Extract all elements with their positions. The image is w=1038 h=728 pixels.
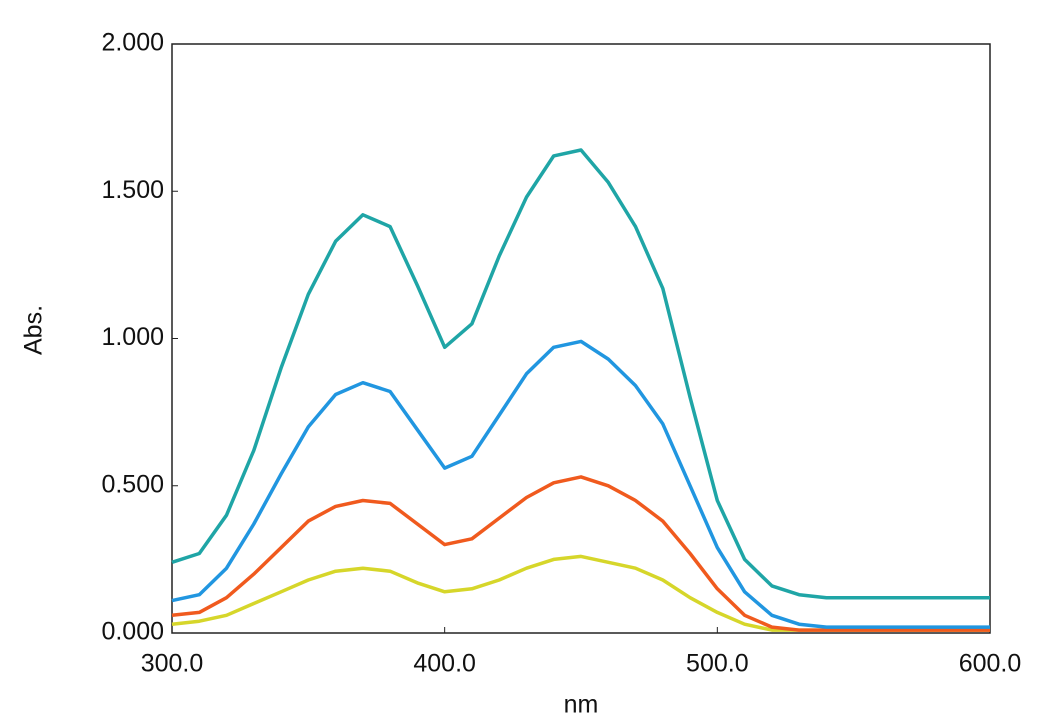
y-tick-label: 0.000 (101, 618, 164, 646)
y-axis-label: Abs. (20, 305, 48, 355)
y-tick-label: 0.500 (101, 470, 164, 498)
x-tick-label: 300.0 (141, 650, 204, 678)
spectrum-line (171, 339, 990, 629)
x-tick-label: 600.0 (959, 650, 1022, 678)
y-tick-label: 2.000 (101, 29, 164, 57)
spectrum-line (171, 475, 990, 632)
spectrum-line (171, 554, 990, 632)
x-tick-label: 500.0 (686, 650, 749, 678)
plot-frame (171, 43, 991, 634)
x-axis-label: nm (564, 691, 599, 719)
spectrum-line (171, 148, 990, 600)
y-tick-label: 1.000 (101, 323, 164, 351)
x-tick-label: 400.0 (413, 650, 476, 678)
y-tick-label: 1.500 (101, 176, 164, 204)
